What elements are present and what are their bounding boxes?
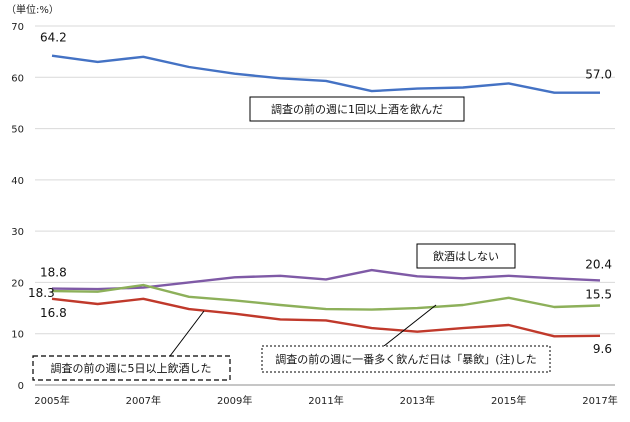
series-label-weekly: 調査の前の週に1回以上酒を飲んだ — [271, 102, 443, 116]
x-axis-ticks: 2005年 2007年 2009年 2011年 2013年 2015年 2017年 — [34, 394, 617, 407]
start-value-label: 16.8 — [40, 306, 67, 320]
start-value-label: 64.2 — [40, 31, 67, 45]
y-tick-label: 0 — [18, 381, 24, 392]
x-tick-label: 2015年 — [491, 394, 526, 407]
callout-weekly-drinking: 調査の前の週に1回以上酒を飲んだ — [249, 96, 465, 122]
unit-label: （単位:%） — [6, 3, 59, 16]
end-value-label: 57.0 — [585, 68, 612, 82]
gridlines — [35, 25, 615, 386]
y-tick-label: 40 — [11, 176, 24, 187]
y-tick-label: 10 — [11, 330, 24, 341]
end-value-label: 9.6 — [593, 342, 612, 356]
callout-binge: 調査の前の週に一番多く飲んだ日は「暴飲」(注)した — [261, 304, 551, 373]
y-tick-label: 20 — [11, 278, 24, 289]
callout-no-drinking: 飲酒はしない — [416, 243, 516, 269]
x-tick-label: 2005年 — [34, 394, 69, 407]
y-tick-label: 70 — [11, 22, 24, 33]
y-tick-label: 30 — [11, 227, 24, 238]
series-line — [51, 283, 601, 311]
series-line — [51, 54, 600, 94]
value-labels: 64.2 57.0 18.8 20.4 18.3 15.5 16.8 9.6 — [28, 31, 612, 356]
x-tick-label: 2017年 — [582, 394, 617, 407]
series-lines — [51, 54, 601, 338]
y-tick-label: 50 — [11, 125, 24, 136]
x-tick-label: 2011年 — [308, 394, 343, 407]
x-tick-label: 2007年 — [126, 394, 161, 407]
start-value-label: 18.8 — [40, 266, 67, 280]
callout-five-days: 調査の前の週に5日以上飲酒した — [32, 310, 231, 381]
x-tick-label: 2009年 — [217, 394, 252, 407]
series-label-five-days: 調査の前の週に5日以上飲酒した — [51, 361, 212, 375]
start-value-label: 18.3 — [28, 286, 55, 300]
y-tick-label: 60 — [11, 73, 24, 84]
y-axis-ticks: 0 10 20 30 40 50 60 70 — [11, 22, 24, 392]
end-value-label: 15.5 — [585, 288, 612, 302]
series-label-binge: 調査の前の週に一番多く飲んだ日は「暴飲」(注)した — [275, 352, 537, 366]
series-line — [51, 297, 601, 338]
series-line — [51, 268, 601, 291]
end-value-label: 20.4 — [585, 257, 612, 271]
x-tick-label: 2013年 — [400, 394, 435, 407]
series-label-no-drinking: 飲酒はしない — [433, 249, 499, 263]
